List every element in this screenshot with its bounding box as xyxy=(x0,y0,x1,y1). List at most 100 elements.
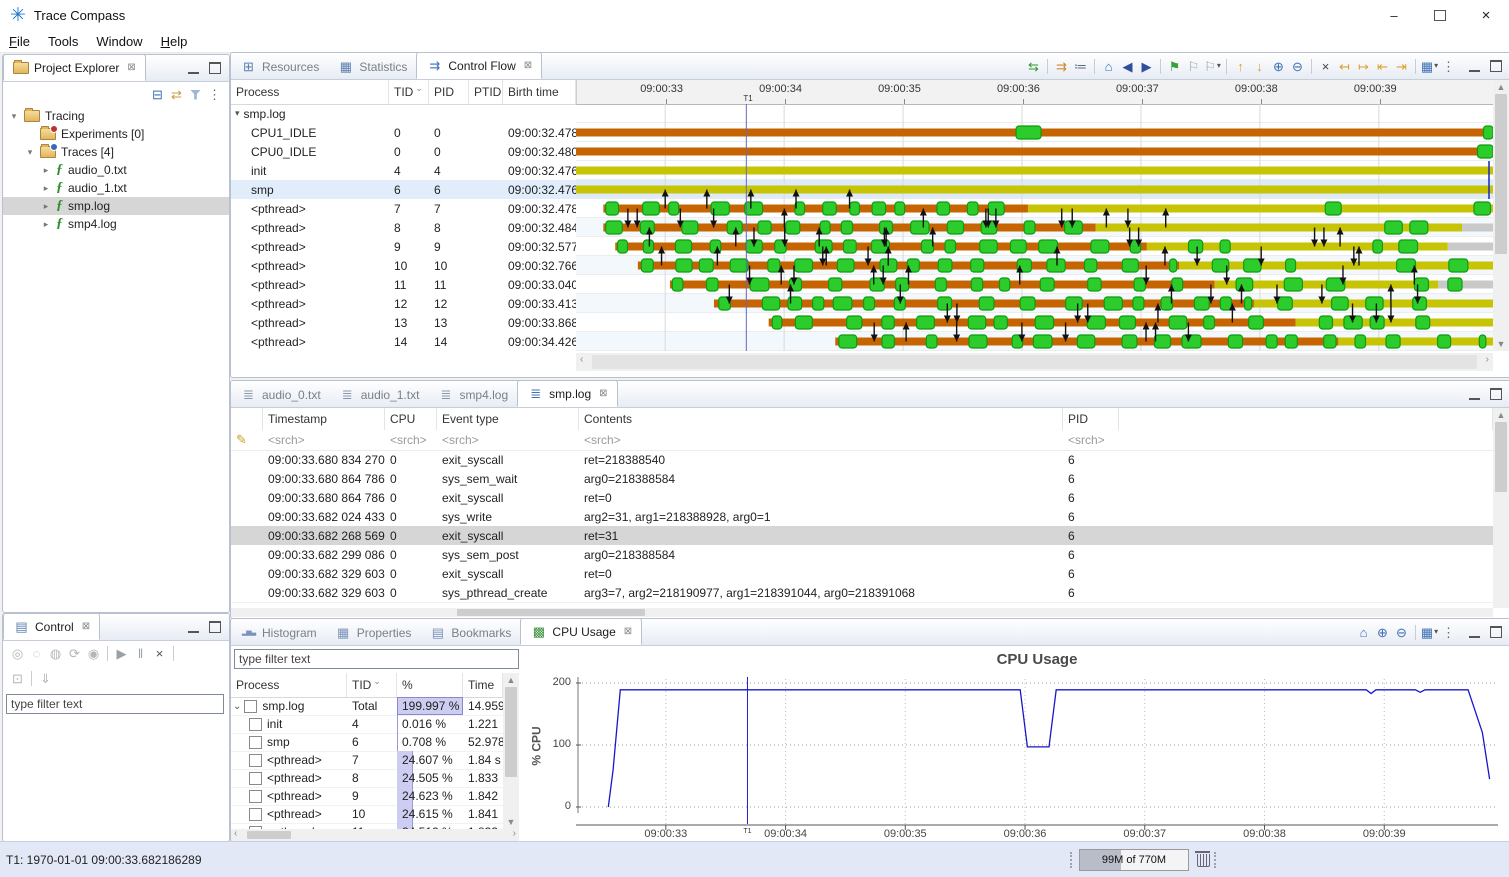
search-cell[interactable]: <srch> xyxy=(263,430,385,450)
menu-file[interactable]: File xyxy=(0,34,39,49)
zoom-in-icon[interactable]: ⊕ xyxy=(1374,624,1391,641)
process-row--pthread--7[interactable]: <pthread>7709:00:32.4788 xyxy=(231,199,576,218)
tree-item-tracing[interactable]: ▾Tracing xyxy=(3,107,229,125)
maximize-view-icon[interactable] xyxy=(1490,626,1502,638)
tree-item-smp-log[interactable]: ▸ƒsmp.log xyxy=(3,197,229,215)
events-vscrollbar[interactable]: ▲ xyxy=(1493,408,1509,608)
grip-handle[interactable] xyxy=(1214,852,1219,868)
prev-event-icon[interactable]: ◀ xyxy=(1119,58,1136,75)
column-header-pid[interactable]: PID xyxy=(1063,408,1119,430)
tree-item-experiments-0-[interactable]: Experiments [0] xyxy=(3,125,229,143)
prev-marker-icon[interactable]: ⚐ xyxy=(1185,58,1202,75)
follow-arrow-fwd-icon[interactable]: ↦ xyxy=(1355,58,1372,75)
close-tab-icon[interactable]: ⊠ xyxy=(624,626,632,637)
maximize-view-icon[interactable] xyxy=(209,621,221,633)
event-row[interactable]: 09:00:33.682 329 6030exit_syscallret=06 xyxy=(231,564,1493,583)
tab-smp-log[interactable]: ≣smp.log⊠ xyxy=(517,380,617,407)
collapse-all-icon[interactable]: ⊟ xyxy=(149,86,166,103)
home-icon[interactable]: ⌂ xyxy=(1100,58,1117,75)
menu-tools[interactable]: Tools xyxy=(39,34,87,49)
minimize-view-icon[interactable] xyxy=(1469,627,1480,638)
column-header-process[interactable]: Process xyxy=(231,673,347,697)
tree-twistie-icon[interactable]: ▾ xyxy=(9,111,19,122)
connect-icon[interactable]: ◎ xyxy=(9,645,26,662)
tree-twistie-icon[interactable]: ▸ xyxy=(41,165,51,176)
group-twistie-icon[interactable]: ▾ xyxy=(235,108,240,119)
search-cell[interactable]: <srch> xyxy=(385,430,437,450)
edit-connection-icon[interactable]: ◍ xyxy=(47,645,64,662)
next-marker-icon[interactable]: ⚐▾ xyxy=(1204,58,1221,75)
move-down-icon[interactable]: ↓ xyxy=(1251,58,1268,75)
next-event-icon[interactable]: ▶ xyxy=(1138,58,1155,75)
optimize-icon[interactable]: ⇉ xyxy=(1053,58,1070,75)
process-row--pthread--12[interactable]: <pthread>121209:00:33.4134 xyxy=(231,294,576,313)
tab-properties[interactable]: ▦Properties xyxy=(326,620,421,645)
minimize-view-icon[interactable] xyxy=(188,622,199,633)
column-header-process[interactable]: Process xyxy=(231,80,389,104)
process-row-smp-6[interactable]: smp6609:00:32.4760 xyxy=(231,180,576,199)
new-view-icon[interactable]: ▦▾ xyxy=(1421,624,1438,641)
row-checkbox[interactable] xyxy=(249,718,262,731)
home-icon[interactable]: ⌂ xyxy=(1355,624,1372,641)
process-row--pthread--10[interactable]: <pthread>101009:00:32.7662 xyxy=(231,256,576,275)
add-bookmark-icon[interactable]: ⚑ xyxy=(1166,58,1183,75)
tab-smp4-log[interactable]: ≣smp4.log xyxy=(428,382,517,407)
events-hscrollbar[interactable] xyxy=(231,608,1493,617)
row-checkbox[interactable] xyxy=(249,808,262,821)
event-row[interactable]: 09:00:33.680 864 7860sys_sem_waitarg0=21… xyxy=(231,469,1493,488)
process-row-init-4[interactable]: init4409:00:32.4760 xyxy=(231,161,576,180)
delete-icon[interactable]: ◉ xyxy=(85,645,102,662)
search-pencil-icon[interactable]: ✎ xyxy=(231,430,263,450)
zoom-in-icon[interactable]: ⊕ xyxy=(1270,58,1287,75)
close-button[interactable]: × xyxy=(1463,0,1509,30)
tab-statistics[interactable]: ▦Statistics xyxy=(328,54,416,79)
new-view-icon[interactable]: ▦▾ xyxy=(1421,58,1438,75)
maximize-view-icon[interactable] xyxy=(1490,388,1502,400)
tree-item-traces-4-[interactable]: ▾Traces [4] xyxy=(3,143,229,161)
tab-audio-0-txt[interactable]: ≣audio_0.txt xyxy=(231,382,330,407)
control-filter-input[interactable] xyxy=(6,694,224,714)
menu-help[interactable]: Help xyxy=(152,34,197,49)
remove-cursor-icon[interactable]: × xyxy=(1317,58,1334,75)
filter-icon[interactable] xyxy=(187,86,204,103)
tree-twistie-icon[interactable]: ▸ xyxy=(41,201,51,212)
minimize-button[interactable]: – xyxy=(1371,0,1417,30)
column-header-event-type[interactable]: Event type xyxy=(437,408,579,430)
event-row[interactable]: 09:00:33.682 299 0860sys_sem_postarg0=21… xyxy=(231,545,1493,564)
usage-row-7[interactable]: <pthread>724.607 %1.84 s xyxy=(231,751,503,770)
tree-twistie-icon[interactable]: ▸ xyxy=(41,183,51,194)
tab-control[interactable]: ▤ Control ⊠ xyxy=(3,613,100,640)
view-menu-icon[interactable]: ⋮ xyxy=(1440,624,1457,641)
process-row-smp-log-g[interactable]: ▾smp.log xyxy=(231,104,576,123)
follow-arrow-back-icon[interactable]: ↤ xyxy=(1336,58,1353,75)
column-header-ptid[interactable]: PTID xyxy=(469,80,503,104)
column-header-time[interactable]: Time xyxy=(463,673,503,697)
maximize-view-icon[interactable] xyxy=(209,62,221,74)
maximize-button[interactable] xyxy=(1417,0,1463,30)
process-row-cpu1-idle-0[interactable]: CPU1_IDLE0009:00:32.4789 xyxy=(231,123,576,142)
align-views-icon[interactable]: ⇆ xyxy=(1025,58,1042,75)
time-axis[interactable]: 09:00:3309:00:3409:00:3509:00:3609:00:37… xyxy=(576,80,1494,105)
row-checkbox[interactable] xyxy=(249,772,262,785)
close-tab-icon[interactable]: ⊠ xyxy=(127,62,135,73)
group-twistie-icon[interactable]: ⌄ xyxy=(233,701,241,712)
events-search-row[interactable]: ✎<srch><srch><srch><srch><srch> xyxy=(231,430,1493,451)
menu-window[interactable]: Window xyxy=(87,34,151,49)
process-row--pthread--13[interactable]: <pthread>131309:00:33.8687 xyxy=(231,313,576,332)
tab-audio-1-txt[interactable]: ≣audio_1.txt xyxy=(330,382,429,407)
minimize-view-icon[interactable] xyxy=(188,63,199,74)
tab-resources[interactable]: ⊞Resources xyxy=(231,54,328,79)
process-row--pthread--9[interactable]: <pthread>9909:00:32.5775 xyxy=(231,237,576,256)
show-legend-icon[interactable]: ≔ xyxy=(1072,58,1089,75)
row-checkbox[interactable] xyxy=(244,700,257,713)
column-header-tid[interactable]: TID⌄ xyxy=(389,80,429,104)
jump-start-icon[interactable]: ⇤ xyxy=(1374,58,1391,75)
process-row-cpu0-idle-0[interactable]: CPU0_IDLE0009:00:32.4800 xyxy=(231,142,576,161)
column-header-pid[interactable]: PID xyxy=(429,80,469,104)
zoom-out-icon[interactable]: ⊖ xyxy=(1393,624,1410,641)
event-row[interactable]: 09:00:33.680 864 7860exit_syscallret=06 xyxy=(231,488,1493,507)
stop-icon[interactable]: × xyxy=(151,645,168,662)
timegraph-hscrollbar[interactable]: ‹ › xyxy=(576,353,1493,371)
event-row[interactable]: 09:00:33.682 268 5690exit_syscallret=316 xyxy=(231,526,1493,545)
usage-row-10[interactable]: <pthread>1024.615 %1.841 xyxy=(231,805,503,824)
